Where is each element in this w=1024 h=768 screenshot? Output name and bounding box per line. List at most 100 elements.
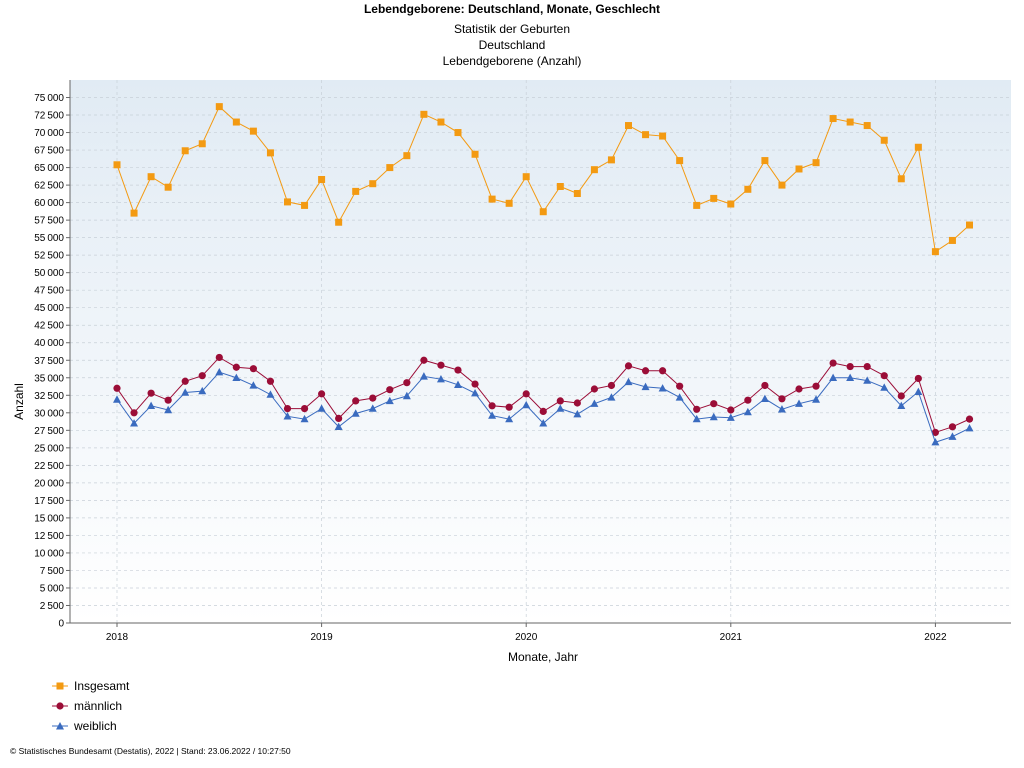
data-point[interactable] xyxy=(181,147,189,155)
data-point[interactable] xyxy=(812,382,820,390)
data-point[interactable] xyxy=(829,373,838,381)
data-point[interactable] xyxy=(454,380,462,388)
data-point[interactable] xyxy=(403,379,411,387)
data-point[interactable] xyxy=(931,248,939,256)
data-point[interactable] xyxy=(181,377,189,385)
data-point[interactable] xyxy=(352,187,360,195)
data-point[interactable] xyxy=(488,402,496,410)
data-point[interactable] xyxy=(505,414,514,423)
data-point[interactable] xyxy=(215,103,223,111)
data-point[interactable] xyxy=(966,221,973,229)
data-point[interactable] xyxy=(556,182,564,190)
data-point[interactable] xyxy=(266,377,275,385)
data-point[interactable] xyxy=(778,395,786,403)
data-point[interactable] xyxy=(625,122,632,130)
data-point[interactable] xyxy=(726,413,735,421)
data-point[interactable] xyxy=(130,409,138,417)
data-point[interactable] xyxy=(863,122,871,130)
data-point[interactable] xyxy=(743,407,752,416)
data-point[interactable] xyxy=(573,399,581,407)
data-point[interactable] xyxy=(164,405,173,414)
data-point[interactable] xyxy=(761,381,769,390)
data-point[interactable] xyxy=(249,365,257,373)
data-point[interactable] xyxy=(795,385,803,393)
data-point[interactable] xyxy=(914,387,923,395)
data-point[interactable] xyxy=(198,140,206,148)
data-point[interactable] xyxy=(147,401,156,409)
data-point[interactable] xyxy=(300,405,309,413)
data-point[interactable] xyxy=(283,412,292,420)
data-point[interactable] xyxy=(368,404,377,412)
data-point[interactable] xyxy=(215,353,223,362)
data-point[interactable] xyxy=(403,152,411,160)
data-point[interactable] xyxy=(659,132,667,140)
data-point[interactable] xyxy=(232,363,240,371)
data-point[interactable] xyxy=(420,356,428,364)
data-point[interactable] xyxy=(897,175,905,183)
data-point[interactable] xyxy=(897,401,906,409)
data-point[interactable] xyxy=(778,181,786,189)
data-point[interactable] xyxy=(301,201,309,209)
data-point[interactable] xyxy=(402,391,411,400)
data-point[interactable] xyxy=(539,208,547,216)
data-point[interactable] xyxy=(573,410,582,418)
data-point[interactable] xyxy=(164,396,172,404)
data-point[interactable] xyxy=(880,136,888,144)
data-point[interactable] xyxy=(760,394,769,402)
data-point[interactable] xyxy=(505,403,513,411)
data-point[interactable] xyxy=(880,372,888,380)
data-point[interactable] xyxy=(556,397,564,405)
data-point[interactable] xyxy=(436,374,445,383)
data-point[interactable] xyxy=(777,405,786,413)
data-point[interactable] xyxy=(113,161,121,169)
data-point[interactable] xyxy=(693,201,701,209)
data-point[interactable] xyxy=(249,127,257,135)
data-point[interactable] xyxy=(590,399,599,407)
data-point[interactable] xyxy=(693,405,701,413)
data-point[interactable] xyxy=(232,118,240,126)
data-point[interactable] xyxy=(607,156,615,164)
data-point[interactable] xyxy=(147,173,155,181)
data-point[interactable] xyxy=(249,381,258,389)
data-point[interactable] xyxy=(948,236,956,244)
data-point[interactable] xyxy=(590,385,599,393)
legend-item-maennlich[interactable]: männlich xyxy=(52,696,129,716)
data-point[interactable] xyxy=(761,157,769,165)
data-point[interactable] xyxy=(318,390,326,398)
data-point[interactable] xyxy=(812,395,821,403)
data-point[interactable] xyxy=(385,396,394,405)
data-point[interactable] xyxy=(965,415,974,423)
data-point[interactable] xyxy=(471,380,479,388)
data-point[interactable] xyxy=(198,386,207,395)
data-point[interactable] xyxy=(659,367,667,375)
data-point[interactable] xyxy=(488,411,497,419)
data-point[interactable] xyxy=(863,362,871,371)
data-point[interactable] xyxy=(471,388,480,397)
data-point[interactable] xyxy=(266,390,275,398)
data-point[interactable] xyxy=(641,382,650,391)
data-point[interactable] xyxy=(727,200,735,208)
data-point[interactable] xyxy=(846,362,854,371)
data-point[interactable] xyxy=(369,394,377,402)
data-point[interactable] xyxy=(181,388,190,396)
data-point[interactable] xyxy=(284,198,291,206)
data-point[interactable] xyxy=(573,190,581,198)
data-point[interactable] xyxy=(317,404,326,412)
data-point[interactable] xyxy=(676,382,684,390)
data-point[interactable] xyxy=(164,183,172,191)
data-point[interactable] xyxy=(675,393,684,401)
data-point[interactable] xyxy=(709,412,718,421)
data-point[interactable] xyxy=(454,366,462,374)
data-point[interactable] xyxy=(607,393,616,401)
data-point[interactable] xyxy=(283,405,292,413)
data-point[interactable] xyxy=(931,428,940,437)
data-point[interactable] xyxy=(880,383,889,391)
data-point[interactable] xyxy=(914,143,922,151)
legend-item-weiblich[interactable]: weiblich xyxy=(52,716,129,736)
data-point[interactable] xyxy=(522,390,530,398)
data-point[interactable] xyxy=(727,406,735,414)
data-point[interactable] xyxy=(863,376,872,384)
data-point[interactable] xyxy=(505,199,513,207)
data-point[interactable] xyxy=(795,399,803,407)
data-point[interactable] xyxy=(931,438,940,446)
